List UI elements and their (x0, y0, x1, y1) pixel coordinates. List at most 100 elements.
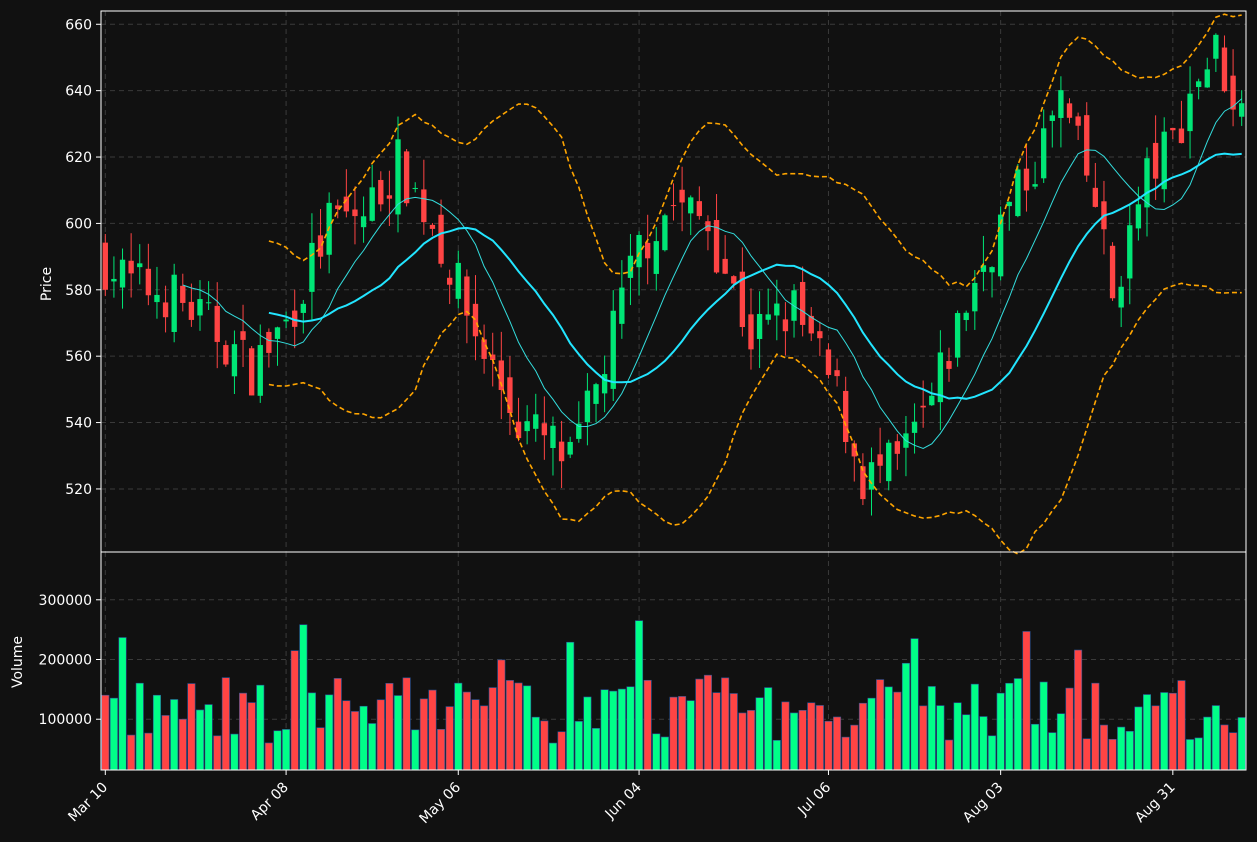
candle-body (214, 305, 220, 342)
candle-body (550, 425, 556, 449)
candle-body (713, 220, 720, 273)
candle-body (817, 331, 823, 339)
candle-body (481, 339, 487, 359)
volume-bar (815, 705, 824, 771)
candle-body (171, 274, 177, 332)
volume-bar (721, 677, 730, 771)
volume-bar (910, 638, 919, 771)
volume-bar (187, 683, 196, 771)
band-lower-line (268, 282, 1242, 555)
candle-body (601, 374, 608, 394)
candle-body (119, 259, 126, 288)
volume-bar (1151, 705, 1160, 771)
volume-bar (342, 700, 351, 771)
candle-body (920, 405, 926, 408)
volume-bar (962, 714, 971, 771)
volume-bar (600, 689, 609, 771)
volume-bar (772, 740, 781, 771)
candle-body (335, 205, 341, 209)
volume-bar (101, 694, 110, 771)
volume-bar (127, 734, 136, 771)
candle-body (446, 277, 453, 285)
volume-panel: 100000 200000 300000 (39, 551, 1247, 771)
volume-bar (643, 679, 652, 771)
volume-bar (376, 699, 385, 771)
candle-body (403, 151, 410, 204)
candle-body (309, 242, 315, 292)
volume-bar (574, 721, 583, 771)
volume-bar (884, 686, 893, 771)
volume-bar (678, 696, 687, 771)
candle-body (343, 196, 350, 212)
candle-body (369, 187, 375, 221)
volume-bar (402, 677, 411, 771)
volume-bar (764, 687, 773, 771)
candle-body (636, 234, 642, 268)
volume-bar (144, 732, 153, 771)
volume-bar (1039, 681, 1048, 771)
volume-bar (1005, 682, 1014, 771)
volume-bar (1065, 687, 1074, 771)
candle-body (240, 331, 246, 340)
candle-body (360, 216, 367, 228)
candle-body (231, 344, 238, 377)
volume-bar (385, 683, 394, 771)
candle-body (1058, 90, 1064, 118)
volume-bar (497, 659, 506, 771)
volume-bar (256, 684, 265, 771)
candle-body (731, 276, 737, 284)
candle-body (1066, 103, 1073, 118)
volume-bar (1142, 694, 1152, 771)
volume-bar (893, 691, 902, 771)
volume-bar (824, 720, 833, 771)
candle-body (584, 390, 591, 423)
candle-body (300, 303, 306, 313)
candle-body (180, 285, 186, 303)
candle-body (205, 302, 212, 304)
volume-bar (350, 711, 359, 771)
candle-body (696, 201, 702, 217)
volume-bar (1117, 726, 1126, 771)
volume-bar (876, 679, 885, 771)
volume-bar (454, 682, 463, 771)
volume-bar (686, 700, 695, 771)
candle-body (679, 189, 685, 203)
candle-body (1204, 69, 1210, 88)
candle-body (429, 224, 436, 229)
candle-body (1161, 131, 1167, 190)
price-axis-label: Price (39, 267, 55, 301)
volume-bar (1220, 724, 1229, 771)
volume-bar (953, 702, 962, 771)
volume-bar (299, 624, 308, 771)
ma-fast-line (182, 98, 1243, 450)
volume-bar (557, 731, 566, 771)
candle-body (860, 466, 866, 500)
candle-body (774, 303, 780, 316)
candle-body (541, 423, 548, 436)
volume-bar (1237, 717, 1246, 771)
volume-bar (471, 699, 480, 771)
candle-body (1230, 75, 1236, 110)
candle-body (980, 265, 987, 272)
volume-bar (944, 739, 953, 771)
candle-body (455, 262, 461, 299)
candle-body (688, 197, 694, 214)
volume-bar (247, 702, 256, 771)
volume-bar (282, 729, 291, 771)
candle-body (154, 294, 160, 303)
candle-body (378, 179, 384, 205)
candle-body (464, 276, 470, 316)
volume-bar (1022, 631, 1031, 771)
volume-bar (919, 705, 928, 771)
candle-body (739, 271, 746, 328)
volume-bar (927, 686, 936, 771)
candle-body (662, 215, 668, 251)
volume-bar (712, 692, 721, 771)
volume-bar (1229, 732, 1238, 771)
price-panel: 520 540 560 580 600 620 640 660 (65, 10, 1247, 555)
volume-bar (1031, 723, 1040, 771)
volume-bar (118, 637, 127, 771)
volume-bar (239, 692, 248, 771)
candle-body (1144, 158, 1150, 208)
